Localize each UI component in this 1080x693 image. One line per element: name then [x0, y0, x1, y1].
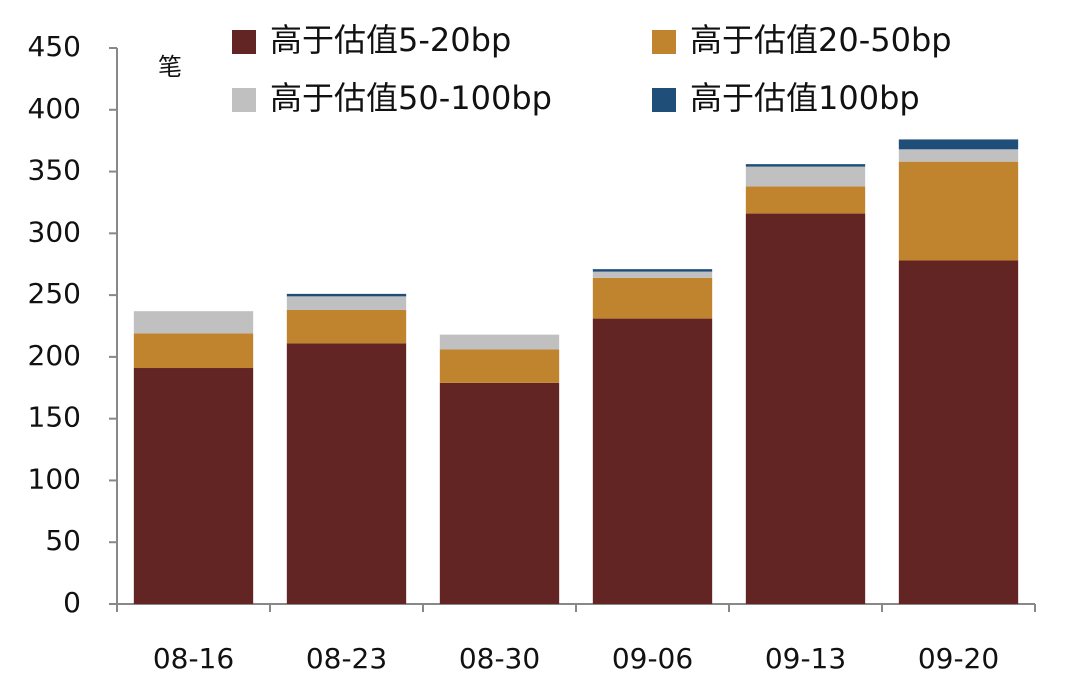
bar-segment	[898, 139, 1019, 150]
bar-segment	[286, 343, 407, 604]
x-tick-label: 08-16	[153, 642, 234, 675]
bar-segment	[592, 318, 713, 604]
legend-swatch	[232, 88, 256, 112]
legend-swatch	[652, 88, 676, 112]
bar-segment	[745, 213, 866, 604]
bar-segment	[439, 334, 560, 350]
y-tick-label: 400	[28, 92, 81, 125]
x-tick-label: 09-13	[765, 642, 846, 675]
bar-segment	[133, 368, 254, 604]
y-tick-label: 0	[63, 586, 81, 619]
legend-label: 高于估值5-20bp	[270, 21, 511, 59]
bar-segment	[439, 349, 560, 383]
legend-label: 高于估值20-50bp	[690, 21, 952, 59]
y-tick-label: 250	[28, 277, 81, 310]
y-tick-label: 100	[28, 462, 81, 495]
y-tick-label: 200	[28, 339, 81, 372]
legend-label: 高于估值50-100bp	[270, 79, 552, 117]
bar-segment	[592, 269, 713, 272]
bar-segment	[133, 333, 254, 369]
legend-label: 高于估值100bp	[690, 79, 920, 117]
y-axis-label: 笔	[158, 53, 182, 81]
y-tick-label: 300	[28, 215, 81, 248]
y-tick-label: 450	[28, 30, 81, 63]
x-tick-label: 08-23	[306, 642, 387, 675]
bar-segment	[898, 161, 1019, 261]
y-tick-label: 350	[28, 154, 81, 187]
x-tick-label: 08-30	[459, 642, 540, 675]
bar-segment	[286, 296, 407, 310]
bar-segment	[286, 309, 407, 344]
bar-segment	[286, 293, 407, 297]
bar-segment	[745, 164, 866, 167]
bar-segment	[898, 149, 1019, 162]
x-tick-label: 09-20	[918, 642, 999, 675]
bar-segment	[133, 311, 254, 334]
legend-swatch	[232, 30, 256, 54]
bar-segment	[898, 260, 1019, 604]
bar-segment	[745, 166, 866, 187]
bar-segment	[592, 277, 713, 319]
y-tick-label: 150	[28, 401, 81, 434]
y-tick-label: 50	[45, 524, 81, 557]
x-tick-label: 09-06	[612, 642, 693, 675]
bar-segment	[592, 271, 713, 278]
legend-swatch	[652, 30, 676, 54]
bar-segment	[745, 186, 866, 214]
bar-segment	[439, 382, 560, 604]
